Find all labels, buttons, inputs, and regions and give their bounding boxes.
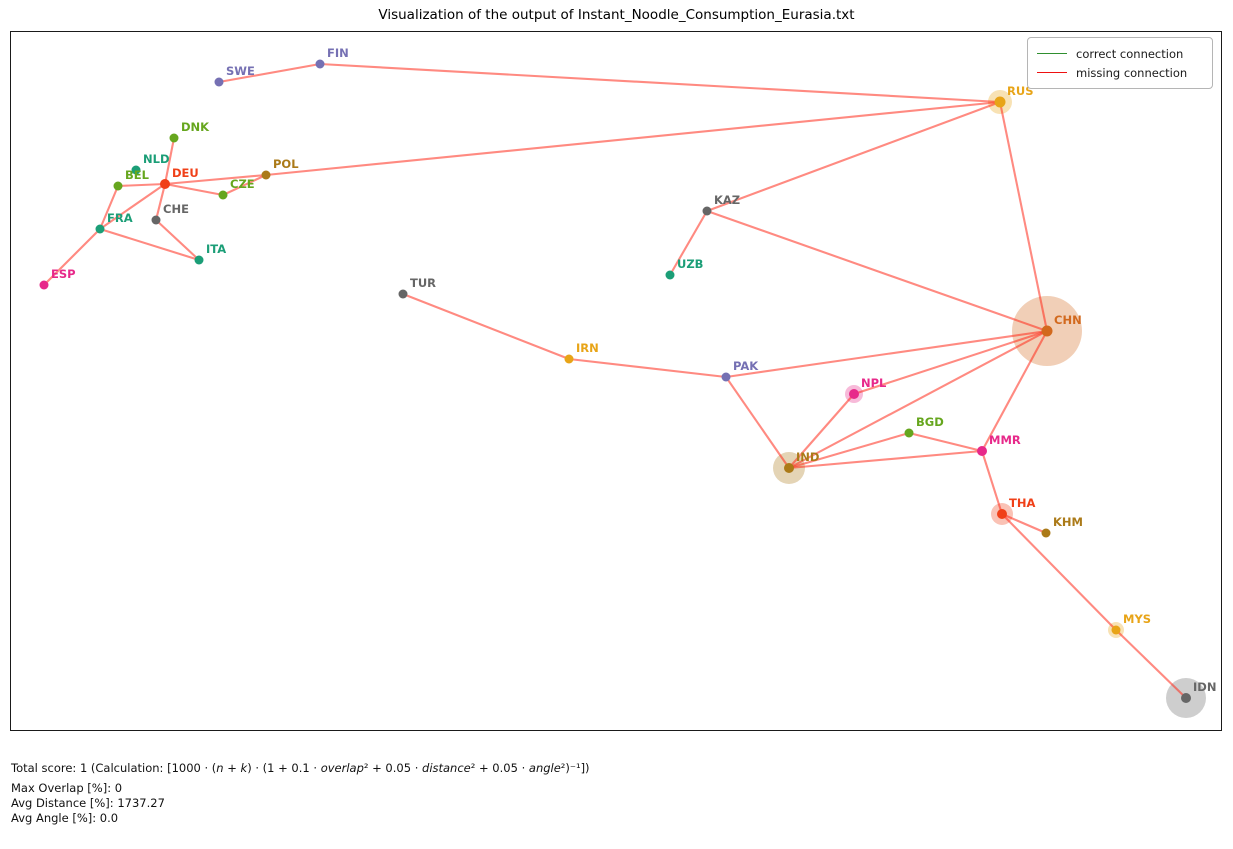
total-score-line: Total score: 1 (Calculation: [1000 · (n …	[11, 761, 590, 775]
legend-item-label: correct connection	[1076, 46, 1184, 61]
score-formula-segment: ) · (1 + 0.1 ·	[247, 761, 321, 775]
missing-connection-line-icon	[1037, 72, 1067, 73]
score-formula-segment: k	[240, 761, 248, 775]
legend-item-label: missing connection	[1076, 65, 1188, 80]
score-formula-segment: +	[223, 761, 241, 775]
plot-area	[10, 31, 1222, 731]
score-formula-segment: angle	[528, 761, 561, 775]
max-overlap-line: Max Overlap [%]: 0	[11, 781, 123, 795]
avg-angle-line: Avg Angle [%]: 0.0	[11, 811, 119, 825]
score-formula-segment: overlap	[320, 761, 364, 775]
legend-item-correct: correct connection	[1037, 44, 1202, 63]
score-formula-segment: ² + 0.05 ·	[470, 761, 529, 775]
score-formula-segment: ²)⁻¹])	[560, 761, 590, 775]
legend: correct connection missing connection	[1027, 37, 1213, 89]
score-formula-segment: n	[216, 761, 224, 775]
figure-title: Visualization of the output of Instant_N…	[378, 7, 855, 23]
correct-connection-line-icon	[1037, 53, 1067, 54]
score-formula-segment: ² + 0.05 ·	[363, 761, 423, 775]
legend-item-missing: missing connection	[1037, 63, 1202, 82]
score-formula-segment: distance	[422, 761, 471, 775]
score-formula-segment: Total score: 1 (Calculation: [1000 · (	[11, 761, 217, 775]
avg-distance-line: Avg Distance [%]: 1737.27	[11, 796, 165, 810]
